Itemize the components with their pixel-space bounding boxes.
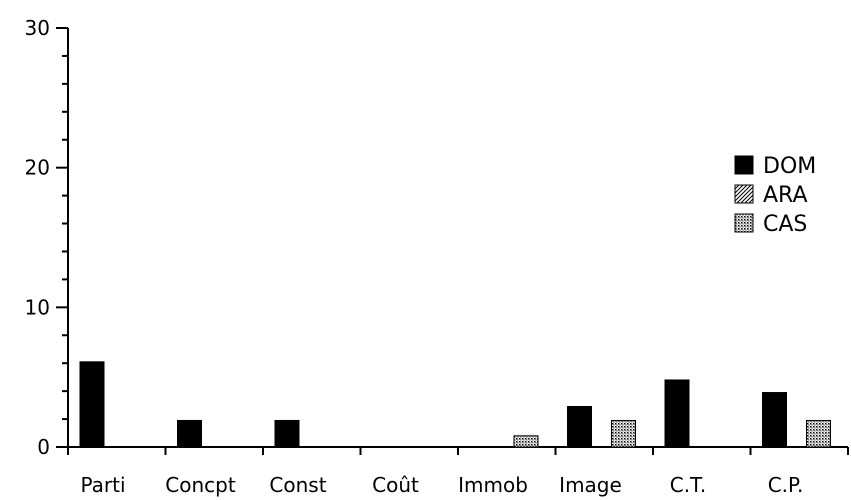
legend: DOM ARA CAS (734, 154, 816, 237)
x-tick-label: C.P. (768, 473, 804, 497)
legend-swatch-dom (734, 155, 754, 175)
legend-swatch-cas (734, 213, 754, 233)
bar-cas-7 (806, 419, 831, 448)
bar-cas-5 (611, 419, 636, 448)
x-tick-label: Concpt (165, 473, 236, 497)
x-tick-label: Coût (372, 473, 419, 497)
x-tick-label: C.T. (670, 473, 707, 497)
bar-dom-6 (664, 379, 690, 448)
axes: 0 10 20 30 Parti Concpt Const Coût Immob Image C.T… (25, 16, 849, 497)
bars (79, 361, 831, 448)
bar-dom-7 (762, 392, 787, 448)
legend-label-cas: CAS (763, 212, 807, 237)
x-tick-label: Const (269, 473, 326, 497)
y-tick-label: 30 (25, 16, 50, 40)
bar-dom-1 (177, 419, 202, 448)
y-tick-label: 0 (37, 435, 50, 459)
legend-swatch-ara (734, 184, 754, 204)
bar-dom-0 (79, 361, 105, 448)
legend-label-dom: DOM (763, 154, 816, 179)
legend-label-ara: ARA (763, 183, 808, 208)
bar-dom-2 (274, 419, 300, 448)
x-tick-label: Parti (80, 473, 125, 497)
y-tick-label: 10 (25, 295, 50, 319)
bar-cas-4 (513, 435, 539, 448)
bar-dom-5 (567, 405, 592, 448)
x-tick-label: Image (559, 473, 622, 497)
x-tick-label: Immob (458, 473, 528, 497)
y-tick-label: 20 (25, 156, 50, 180)
